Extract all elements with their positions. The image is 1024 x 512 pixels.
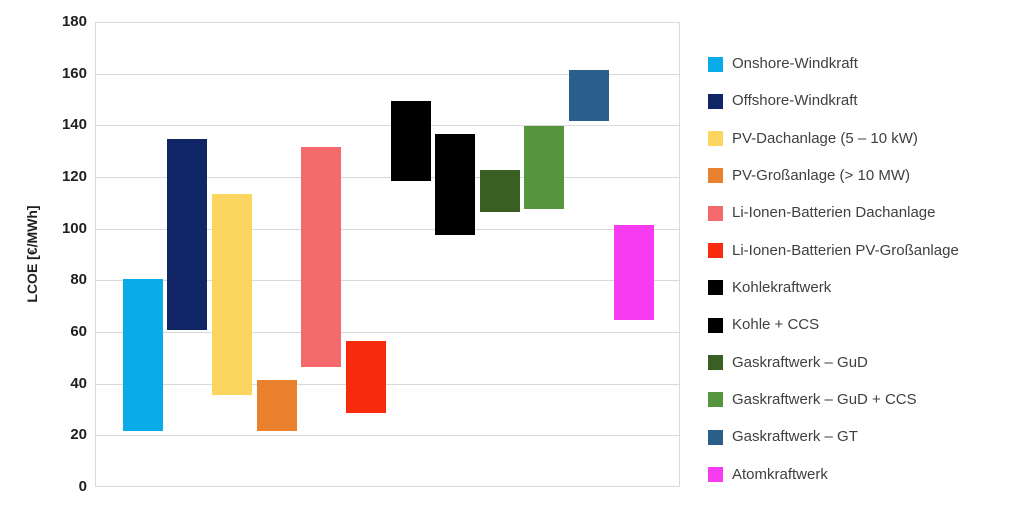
legend-swatch-icon	[708, 56, 723, 72]
legend-label: PV-Großanlage (> 10 MW)	[732, 166, 910, 184]
gridline-120	[96, 177, 679, 178]
range-bar-12	[613, 224, 654, 321]
range-bar-9	[479, 170, 520, 212]
range-bar-3	[211, 193, 252, 395]
legend-swatch-icon	[708, 168, 723, 184]
legend-label: Offshore-Windkraft	[732, 92, 858, 110]
legend-swatch-icon	[708, 243, 723, 259]
gridline-20	[96, 435, 679, 437]
y-tick-label-100: 100	[61, 219, 87, 237]
legend-swatch-icon	[708, 392, 723, 408]
legend: Onshore-Windkraft Offshore-Windkraft PV-Da…	[708, 0, 1024, 512]
legend-item-8: Kohle + CCS	[708, 316, 819, 334]
legend-label: PV-Dachanlage (5 – 10 kW)	[732, 129, 918, 147]
gridline-160	[96, 73, 679, 75]
legend-item-9: Gaskraftwerk – GuD	[708, 354, 868, 372]
y-tick-label-40: 40	[70, 374, 87, 392]
range-bar-11	[569, 69, 610, 122]
legend-swatch-icon	[708, 317, 723, 333]
y-tick-label-120: 120	[61, 168, 87, 185]
range-bar-8	[435, 134, 476, 235]
gridline-80	[96, 280, 679, 282]
legend-item-6: Li-Ionen-Batterien PV-Großanlage	[708, 242, 959, 260]
legend-swatch-icon	[708, 205, 723, 221]
range-bar-2	[167, 139, 208, 331]
legend-item-7: Kohlekraftwerk	[708, 279, 831, 297]
y-tick-label-80: 80	[70, 271, 87, 289]
legend-label: Atomkraftwerk	[732, 465, 828, 483]
y-tick-label-60: 60	[70, 323, 87, 340]
legend-item-11: Gaskraftwerk – GT	[708, 428, 858, 446]
legend-label: Li-Ionen-Batterien Dachanlage	[732, 204, 936, 222]
y-tick-label-160: 160	[61, 64, 87, 82]
y-tick-label-140: 140	[61, 116, 87, 134]
range-bar-1	[122, 278, 163, 432]
gridline-40	[96, 383, 679, 385]
legend-item-10: Gaskraftwerk – GuD + CCS	[708, 391, 917, 409]
gridline-100	[96, 228, 679, 230]
legend-label: Kohle + CCS	[732, 316, 820, 334]
y-tick-label-180: 180	[61, 13, 87, 30]
range-bar-5	[301, 147, 342, 367]
legend-label: Gaskraftwerk – GuD	[732, 353, 868, 371]
legend-swatch-icon	[708, 280, 723, 296]
legend-label: Gaskraftwerk – GT	[732, 428, 858, 446]
legend-swatch-icon	[708, 93, 723, 109]
legend-swatch-icon	[708, 429, 723, 445]
legend-label: Onshore-Windkraft	[732, 55, 858, 72]
gridline-140	[96, 125, 679, 127]
legend-item-4: PV-Großanlage (> 10 MW)	[708, 167, 910, 185]
legend-swatch-icon	[708, 467, 723, 483]
legend-item-1: Onshore-Windkraft	[708, 55, 858, 73]
legend-item-2: Offshore-Windkraft	[708, 92, 858, 110]
gridline-60	[96, 332, 679, 333]
range-bar-4	[256, 379, 297, 432]
legend-item-5: Li-Ionen-Batterien Dachanlage	[708, 204, 935, 222]
legend-label: Gaskraftwerk – GuD + CCS	[732, 390, 917, 408]
legend-label: Kohlekraftwerk	[732, 278, 832, 296]
range-bar-6	[345, 340, 386, 414]
range-bar-10	[524, 126, 565, 209]
y-tick-label-0: 0	[78, 478, 87, 495]
range-bar-7	[390, 100, 431, 181]
legend-item-12: Atomkraftwerk	[708, 466, 828, 484]
legend-swatch-icon	[708, 131, 723, 147]
plot-area	[95, 22, 680, 487]
legend-item-3: PV-Dachanlage (5 – 10 kW)	[708, 130, 918, 148]
y-tick-label-20: 20	[70, 426, 87, 444]
legend-label: Li-Ionen-Batterien PV-Großanlage	[732, 241, 959, 259]
legend-swatch-icon	[708, 355, 723, 371]
